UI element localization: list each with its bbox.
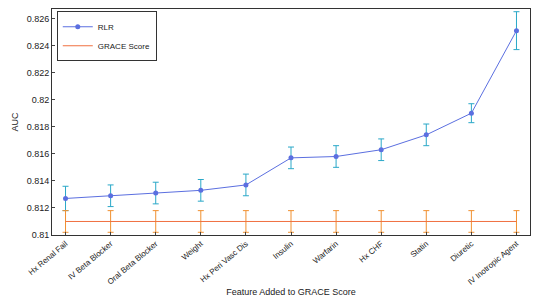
svg-text:Hx Renal Fail: Hx Renal Fail — [27, 239, 70, 277]
svg-text:RLR: RLR — [98, 23, 114, 32]
svg-text:IV Beta Blocker: IV Beta Blocker — [66, 239, 114, 282]
svg-text:0.81: 0.81 — [32, 230, 50, 240]
svg-text:0.826: 0.826 — [27, 14, 50, 24]
svg-text:0.82: 0.82 — [32, 95, 50, 105]
svg-text:0.818: 0.818 — [27, 122, 50, 132]
svg-text:Hx Peri Vasc Dis: Hx Peri Vasc Dis — [198, 239, 249, 284]
svg-text:Diuretic: Diuretic — [449, 239, 476, 263]
svg-text:Warfarin: Warfarin — [311, 239, 340, 265]
svg-text:0.816: 0.816 — [27, 149, 50, 159]
svg-text:Insulin: Insulin — [271, 239, 294, 261]
svg-text:AUC: AUC — [10, 112, 20, 132]
svg-text:0.812: 0.812 — [27, 203, 50, 213]
svg-text:GRACE Score: GRACE Score — [98, 42, 150, 51]
svg-text:Hx CHF: Hx CHF — [357, 239, 385, 264]
svg-text:IV Inotropic Agent: IV Inotropic Agent — [466, 239, 521, 287]
svg-text:Weight: Weight — [180, 239, 205, 262]
svg-text:Oral Beta Blocker: Oral Beta Blocker — [106, 239, 160, 286]
svg-text:0.822: 0.822 — [27, 68, 50, 78]
svg-text:0.814: 0.814 — [27, 176, 50, 186]
svg-text:Statin: Statin — [409, 239, 430, 259]
svg-text:0.824: 0.824 — [27, 41, 50, 51]
svg-text:Feature Added to GRACE Score: Feature Added to GRACE Score — [226, 287, 356, 297]
